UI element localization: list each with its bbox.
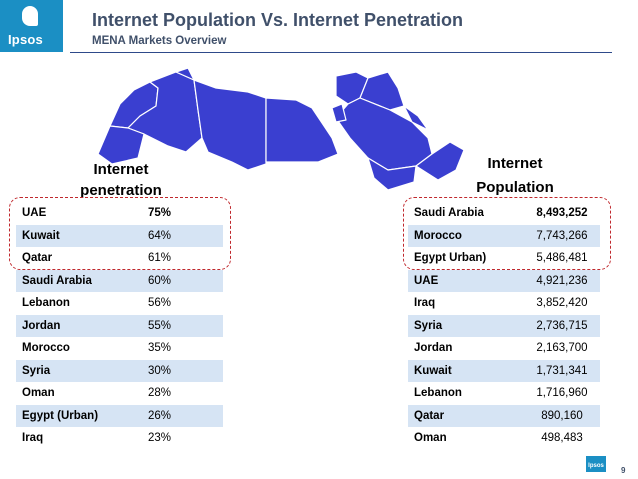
value-cell: 75% bbox=[148, 207, 172, 220]
country-cell: Oman bbox=[414, 432, 447, 445]
table-row: UAE 4,921,236 bbox=[408, 269, 600, 292]
country-cell: Kuwait bbox=[408, 359, 524, 382]
table-row: Jordan 55% bbox=[16, 314, 223, 337]
country-cell: Lebanon bbox=[22, 297, 70, 310]
page-title: Internet Population Vs. Internet Penetra… bbox=[92, 10, 464, 30]
table-row: Syria 30% bbox=[16, 359, 223, 382]
population-table: Saudi Arabia 8,493,252 Morocco 7,743,266… bbox=[408, 202, 600, 450]
country-cell: Iraq bbox=[22, 432, 44, 445]
table-row: Egypt Urban) 5,486,481 bbox=[408, 247, 600, 270]
value-cell: 2,736,715 bbox=[524, 314, 600, 337]
top-three-highlight bbox=[403, 197, 611, 270]
country-cell: Morocco bbox=[22, 342, 70, 355]
value-cell: 26% bbox=[140, 404, 223, 427]
value-cell: 64% bbox=[140, 224, 223, 247]
table-row: UAE 75% bbox=[16, 202, 223, 225]
country-cell: Jordan bbox=[16, 314, 140, 337]
population-heading: Internet Population bbox=[476, 155, 554, 196]
map-region-oman bbox=[415, 141, 465, 181]
value-cell: 61% bbox=[148, 252, 172, 265]
ipsos-logo-mark-icon bbox=[22, 6, 38, 26]
value-cell: 5,486,481 bbox=[536, 252, 588, 265]
value-cell: 890,160 bbox=[524, 404, 600, 427]
table-row: Kuwait 64% bbox=[16, 224, 223, 247]
value-cell: 60% bbox=[140, 269, 223, 292]
value-cell: 23% bbox=[148, 432, 172, 445]
country-cell: Qatar bbox=[22, 252, 53, 265]
title-divider bbox=[70, 52, 612, 53]
value-cell: 8,493,252 bbox=[536, 207, 588, 220]
value-cell: 7,743,266 bbox=[524, 224, 600, 247]
table-row: Saudi Arabia 60% bbox=[16, 269, 223, 292]
logo-text: Ipsos bbox=[8, 32, 43, 47]
table-row: Saudi Arabia 8,493,252 bbox=[408, 202, 600, 225]
table-row: Kuwait 1,731,341 bbox=[408, 359, 600, 382]
page-subtitle: MENA Markets Overview bbox=[92, 35, 227, 47]
map-region-gulf bbox=[403, 105, 429, 131]
value-cell: 4,921,236 bbox=[524, 269, 600, 292]
value-cell: 35% bbox=[148, 342, 172, 355]
map-region-tunisia bbox=[175, 67, 195, 81]
penetration-heading: Internet penetration bbox=[80, 161, 162, 199]
country-cell: Lebanon bbox=[414, 387, 462, 400]
map-region-sinai bbox=[331, 103, 347, 123]
table-row: Qatar 61% bbox=[16, 247, 223, 270]
table-row: Egypt (Urban) 26% bbox=[16, 404, 223, 427]
value-cell: 1,716,960 bbox=[536, 387, 588, 400]
country-cell: Saudi Arabia bbox=[16, 269, 140, 292]
value-cell: 1,731,341 bbox=[524, 359, 600, 382]
country-cell: Egypt Urban) bbox=[414, 252, 487, 265]
country-cell: Kuwait bbox=[16, 224, 140, 247]
table-row: Iraq 3,852,420 bbox=[408, 292, 600, 315]
value-cell: 56% bbox=[148, 297, 172, 310]
country-cell: Jordan bbox=[414, 342, 453, 355]
country-cell: UAE bbox=[408, 269, 524, 292]
table-row: Iraq 23% bbox=[16, 427, 223, 450]
table-row: Oman 498,483 bbox=[408, 427, 600, 450]
value-cell: 3,852,420 bbox=[536, 297, 588, 310]
table-row: Syria 2,736,715 bbox=[408, 314, 600, 337]
map-region-libya bbox=[193, 79, 267, 171]
map-region-yemen bbox=[367, 157, 417, 191]
country-cell: Qatar bbox=[408, 404, 524, 427]
country-cell: Morocco bbox=[408, 224, 524, 247]
value-cell: 55% bbox=[140, 314, 223, 337]
table-row: Lebanon 1,716,960 bbox=[408, 382, 600, 405]
table-row: Jordan 2,163,700 bbox=[408, 337, 600, 360]
country-cell: Egypt (Urban) bbox=[16, 404, 140, 427]
value-cell: 498,483 bbox=[541, 432, 583, 445]
top-three-highlight bbox=[9, 197, 231, 270]
value-cell: 28% bbox=[148, 387, 172, 400]
table-row: Qatar 890,160 bbox=[408, 404, 600, 427]
footer-logo: Ipsos bbox=[586, 456, 606, 472]
value-cell: 30% bbox=[140, 359, 223, 382]
country-cell: Oman bbox=[22, 387, 55, 400]
country-cell: Syria bbox=[16, 359, 140, 382]
ipsos-logo: Ipsos bbox=[0, 0, 63, 52]
table-row: Morocco 7,743,266 bbox=[408, 224, 600, 247]
table-row: Oman 28% bbox=[16, 382, 223, 405]
country-cell: Saudi Arabia bbox=[414, 207, 484, 220]
country-cell: Syria bbox=[408, 314, 524, 337]
table-row: Lebanon 56% bbox=[16, 292, 223, 315]
table-row: Morocco 35% bbox=[16, 337, 223, 360]
penetration-table: UAE 75% Kuwait 64% Qatar 61% Saudi Arabi… bbox=[16, 202, 223, 450]
map-region-mauritania bbox=[98, 125, 145, 165]
country-cell: UAE bbox=[22, 207, 47, 220]
mena-map bbox=[98, 67, 465, 191]
country-cell: Iraq bbox=[414, 297, 436, 310]
map-region-saudi-arabia bbox=[335, 97, 433, 171]
page-number: 9 bbox=[621, 466, 626, 475]
value-cell: 2,163,700 bbox=[536, 342, 588, 355]
map-region-egypt bbox=[265, 97, 339, 163]
